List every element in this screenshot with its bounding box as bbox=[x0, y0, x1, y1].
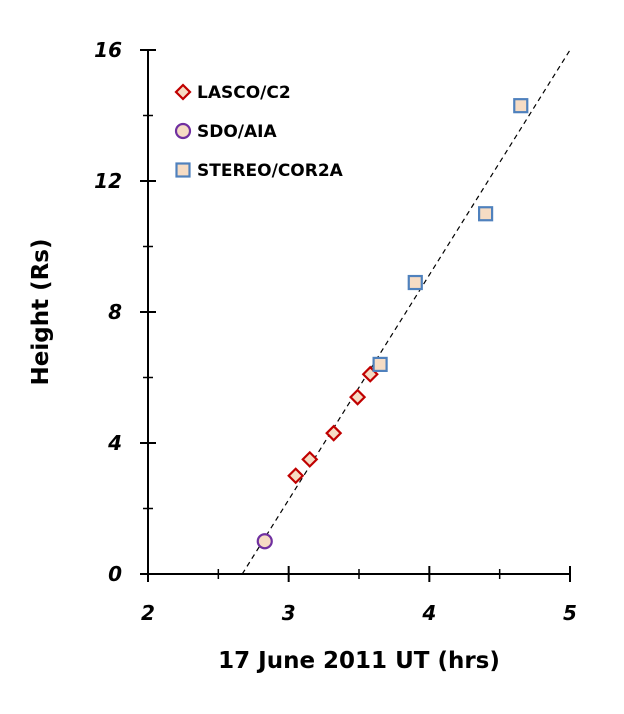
y-tick-label: 16 bbox=[94, 38, 122, 62]
legend-label-sdo-aia: SDO/AIA bbox=[197, 122, 277, 142]
y-tick-label: 8 bbox=[108, 300, 122, 324]
fit-line-group bbox=[241, 49, 571, 575]
data-point-stereo-cor2a bbox=[407, 274, 423, 291]
data-point-lasco-c2 bbox=[287, 467, 305, 485]
legend-marker-lasco-c2 bbox=[174, 83, 192, 101]
x-axis-title: 17 June 2011 UT (hrs) bbox=[218, 648, 500, 674]
legend-marker-stereo-cor2a bbox=[175, 162, 191, 178]
x-tick-label: 2 bbox=[141, 601, 155, 625]
y-tick-label: 0 bbox=[108, 562, 122, 586]
x-tick-label: 5 bbox=[563, 601, 577, 625]
data-point-lasco-c2 bbox=[349, 388, 367, 406]
data-point-sdo-aia bbox=[256, 533, 273, 550]
x-tick-label: 3 bbox=[282, 601, 296, 625]
y-tick-label: 12 bbox=[94, 169, 122, 193]
data-point-lasco-c2 bbox=[325, 424, 343, 442]
data-point-stereo-cor2a bbox=[372, 356, 388, 372]
data-point-stereo-cor2a bbox=[513, 98, 529, 114]
legend: LASCO/C2 SDO/AIA STEREO/COR2A bbox=[174, 83, 344, 181]
ticks-group: 0 4 8 12 16 2 3 4 5 bbox=[94, 38, 577, 625]
fit-line bbox=[241, 49, 571, 575]
legend-label-stereo-cor2a: STEREO/COR2A bbox=[197, 161, 344, 181]
data-points-group bbox=[256, 98, 529, 550]
y-tick-label: 4 bbox=[107, 431, 122, 455]
x-tick-label: 4 bbox=[421, 601, 436, 625]
data-point-lasco-c2 bbox=[301, 450, 319, 468]
y-axis-title: Height (Rs) bbox=[28, 239, 54, 386]
data-point-stereo-cor2a bbox=[478, 206, 494, 222]
legend-marker-sdo-aia bbox=[174, 122, 192, 140]
legend-label-lasco-c2: LASCO/C2 bbox=[197, 83, 291, 103]
